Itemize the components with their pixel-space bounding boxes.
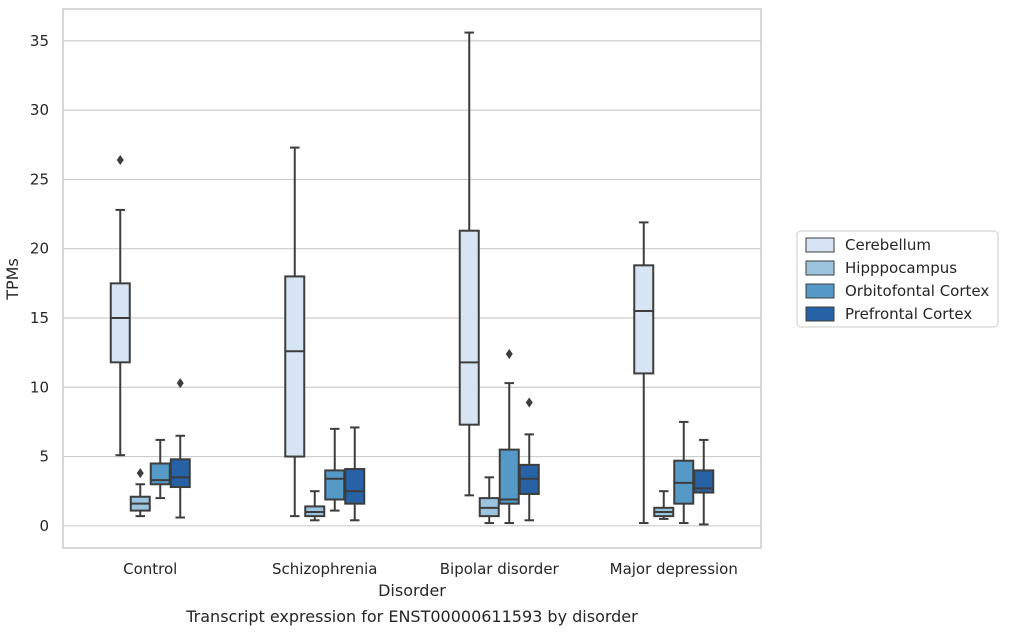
box-body (458, 229, 480, 426)
box-orbitofontal-cortex (149, 438, 171, 500)
box-body (498, 448, 520, 505)
y-tick-label: 35 (30, 32, 49, 50)
legend: Cerebellum Hipppocampus Orbitofontal Corte… (796, 230, 999, 328)
box-cerebellum (633, 221, 655, 525)
gridlines (63, 40, 761, 527)
y-tick-label: 0 (39, 517, 49, 535)
y-tick-label: 30 (30, 101, 49, 119)
box-orbitofontal-cortex (673, 420, 695, 525)
y-tick-labels: 0 5 10 15 20 25 30 35 (30, 32, 49, 535)
legend-swatch (805, 260, 835, 276)
y-tick-label: 15 (30, 309, 49, 327)
legend-swatch (805, 283, 835, 299)
legend-label: Prefrontal Cortex (845, 305, 972, 323)
legend-label: Cerebellum (845, 236, 931, 254)
box-body (693, 469, 715, 494)
box-body (633, 264, 655, 375)
box-prefrontal-cortex (693, 438, 715, 526)
x-axis-title: Disorder (378, 581, 446, 600)
box-prefrontal-cortex (344, 426, 366, 522)
box-body (324, 469, 346, 501)
x-tick-labels: Control Schizophrenia Bipolar disorder Majo… (123, 560, 738, 578)
outlier-marker (176, 378, 184, 389)
box-hipppocampus (653, 490, 675, 520)
y-tick-label: 5 (39, 448, 49, 466)
box-hipppocampus (304, 490, 326, 522)
y-tick-label: 10 (30, 378, 49, 396)
box-hipppocampus (129, 468, 151, 518)
x-tick-label: Major depression (610, 560, 738, 578)
outlier-marker (525, 397, 533, 408)
outlier-marker (116, 155, 124, 166)
legend-swatch (805, 237, 835, 253)
box-cerebellum (458, 31, 480, 497)
box-body (169, 458, 191, 489)
box-hipppocampus (478, 476, 500, 525)
legend-frame (796, 230, 999, 328)
box-cerebellum (109, 155, 131, 457)
box-orbitofontal-cortex (324, 427, 346, 512)
outlier-marker (505, 349, 513, 360)
box-body (149, 462, 171, 486)
legend-swatch (805, 306, 835, 322)
plot-frame (62, 8, 762, 549)
box-groups (109, 31, 715, 526)
box-body (284, 275, 306, 458)
box-orbitofontal-cortex (498, 349, 520, 525)
box-prefrontal-cortex (169, 378, 191, 519)
outlier-marker (136, 468, 144, 479)
legend-label: Orbitofontal Cortex (845, 282, 989, 300)
x-tick-label: Control (123, 560, 177, 578)
x-tick-label: Bipolar disorder (440, 560, 560, 578)
y-tick-label: 20 (30, 240, 49, 258)
x-tick-label: Schizophrenia (272, 560, 377, 578)
y-axis-title: TPMs (3, 258, 22, 301)
box-cerebellum (284, 146, 306, 518)
chart-caption: Transcript expression for ENST0000061159… (185, 607, 638, 626)
legend-label: Hipppocampus (845, 259, 957, 277)
box-body (344, 468, 366, 505)
y-tick-label: 25 (30, 170, 49, 188)
box-prefrontal-cortex (518, 397, 540, 522)
box-body (109, 282, 131, 364)
